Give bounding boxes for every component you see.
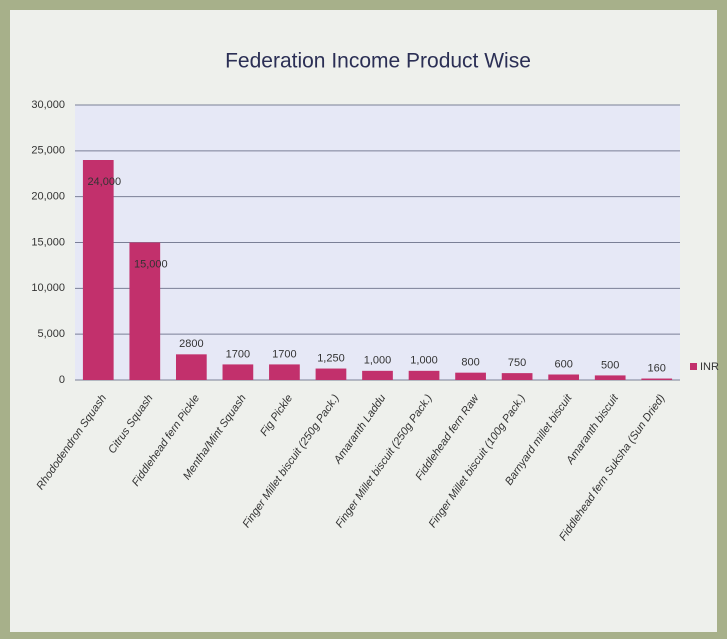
- y-tick-label: 0: [59, 374, 65, 386]
- y-tick-label: 30,000: [31, 99, 65, 111]
- data-label: 1,250: [317, 352, 345, 364]
- bar: [269, 364, 300, 380]
- bar: [455, 373, 486, 380]
- data-label: 160: [648, 362, 666, 374]
- data-label: 1,000: [410, 355, 438, 367]
- bar: [409, 371, 440, 380]
- data-label: 1700: [272, 348, 296, 360]
- y-tick-label: 25,000: [31, 145, 65, 157]
- bar: [223, 364, 254, 380]
- data-label: 500: [601, 359, 619, 371]
- bar: [548, 375, 579, 381]
- bar: [641, 379, 672, 380]
- bar: [83, 160, 114, 380]
- y-tick-label: 20,000: [31, 191, 65, 203]
- bar: [176, 354, 207, 380]
- data-label: 800: [461, 357, 479, 369]
- chart: Federation Income Product Wise 0 5,000 10,…: [0, 0, 727, 639]
- y-tick-label: 5,000: [37, 328, 65, 340]
- data-label: 600: [554, 358, 572, 370]
- data-label: 750: [508, 357, 526, 369]
- bar: [502, 373, 533, 380]
- y-tick-label: 10,000: [31, 282, 65, 294]
- data-label: 2800: [179, 338, 203, 350]
- data-label: 15,000: [134, 258, 168, 270]
- bar: [595, 375, 626, 380]
- bar: [316, 369, 347, 380]
- legend-label: INR: [700, 361, 719, 373]
- legend-swatch: [690, 363, 697, 370]
- y-tick-label: 15,000: [31, 236, 65, 248]
- bar: [362, 371, 393, 380]
- data-label: 1700: [226, 348, 250, 360]
- chart-title: Federation Income Product Wise: [225, 50, 531, 73]
- data-label: 24,000: [87, 176, 121, 188]
- data-label: 1,000: [364, 355, 392, 367]
